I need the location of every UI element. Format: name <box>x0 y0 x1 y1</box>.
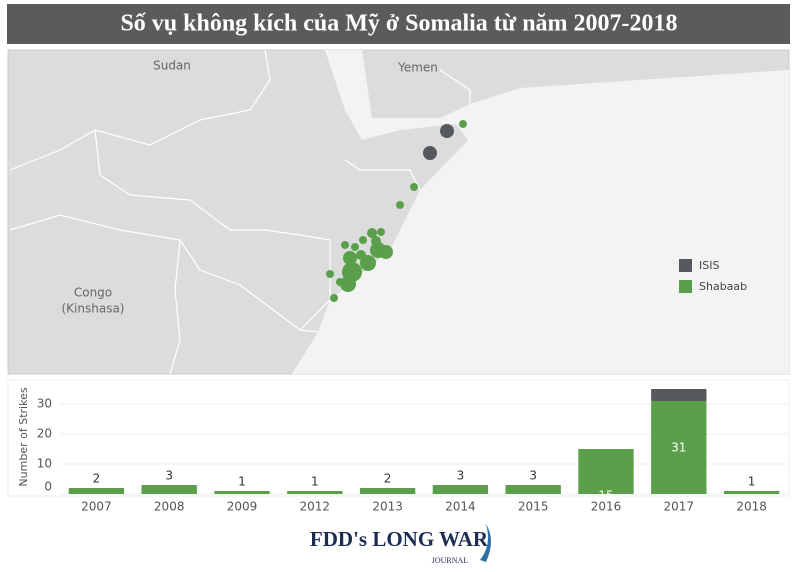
x-tick-label: 2015 <box>518 500 549 514</box>
map-label: (Kinshasa) <box>62 302 125 316</box>
value-label: 3 <box>529 469 537 483</box>
strike-dot <box>377 228 385 236</box>
y-axis-title: Number of Strikes <box>17 387 30 486</box>
map-border <box>169 239 181 375</box>
chart-title: Số vụ không kích của Mỹ ở Somalia từ năm… <box>120 11 677 37</box>
map: Sudan Yemen Congo (Kinshasa) <box>7 49 790 375</box>
bar <box>505 485 561 494</box>
y-tick-label: 30 <box>37 397 52 411</box>
x-tick-label: 2013 <box>372 500 403 514</box>
strike-dot <box>396 201 404 209</box>
strike-dot <box>379 245 393 259</box>
legend-swatch <box>679 280 692 293</box>
strike-dot <box>351 243 359 251</box>
bar <box>359 488 416 494</box>
x-tick-label: 2018 <box>736 500 767 514</box>
map-label: Congo <box>74 286 112 300</box>
strike-dot <box>336 278 344 286</box>
footer-logo <box>480 524 491 562</box>
x-tick-label: 2007 <box>81 500 112 514</box>
legend-label: Shabaab <box>699 280 747 293</box>
x-tick-label: 2016 <box>591 500 622 514</box>
x-tick-label: 2012 <box>300 500 331 514</box>
x-tick-label: 2008 <box>154 500 185 514</box>
value-label: 2 <box>384 472 392 486</box>
map-water <box>292 50 789 374</box>
x-tick-label: 2014 <box>445 500 476 514</box>
value-label: 1 <box>238 475 246 489</box>
strike-dot <box>360 255 376 271</box>
y-tick-label: 10 <box>37 457 52 471</box>
bar <box>287 491 343 494</box>
y-tick-label: 0 <box>44 480 52 494</box>
map-border <box>439 69 471 104</box>
value-label: 31 <box>671 441 686 455</box>
map-border <box>9 214 319 333</box>
strike-dot <box>459 120 467 128</box>
value-label: 1 <box>748 475 756 489</box>
map-border <box>344 159 421 191</box>
map-label: Sudan <box>153 59 191 73</box>
value-label: 3 <box>457 469 465 483</box>
strike-dots <box>326 120 467 302</box>
map-border <box>94 129 331 241</box>
x-tick-label: 2017 <box>664 500 695 514</box>
strike-dot <box>410 183 418 191</box>
strike-dot <box>359 236 367 244</box>
strike-dot <box>440 124 454 138</box>
bar <box>651 389 707 401</box>
value-label: 3 <box>165 469 173 483</box>
bar <box>214 491 270 494</box>
legend-label: ISIS <box>699 259 719 272</box>
x-tick-label: 2009 <box>227 500 258 514</box>
map-label: Yemen <box>397 61 438 75</box>
bar <box>68 488 125 494</box>
map-border <box>299 240 331 331</box>
bar <box>578 449 634 494</box>
bar <box>141 485 197 494</box>
footer-sub: JOURNAL <box>432 556 469 565</box>
value-label: 2 <box>93 472 101 486</box>
title-bar <box>7 4 790 44</box>
strike-dot <box>340 276 356 292</box>
strike-dot <box>326 270 334 278</box>
strike-dot <box>343 251 357 265</box>
value-label: 1 <box>311 475 319 489</box>
footer-brand: FDD's LONG WAR <box>310 527 489 551</box>
bar <box>432 485 489 494</box>
bar <box>651 401 707 494</box>
strike-dot <box>330 294 338 302</box>
legend-swatch <box>679 259 692 272</box>
strike-dot <box>367 228 377 238</box>
strike-dot <box>341 241 349 249</box>
bar <box>723 491 780 494</box>
value-label: 15 <box>598 489 613 503</box>
y-tick-label: 20 <box>37 427 52 441</box>
strike-dot <box>423 146 437 160</box>
map-border <box>9 49 271 171</box>
